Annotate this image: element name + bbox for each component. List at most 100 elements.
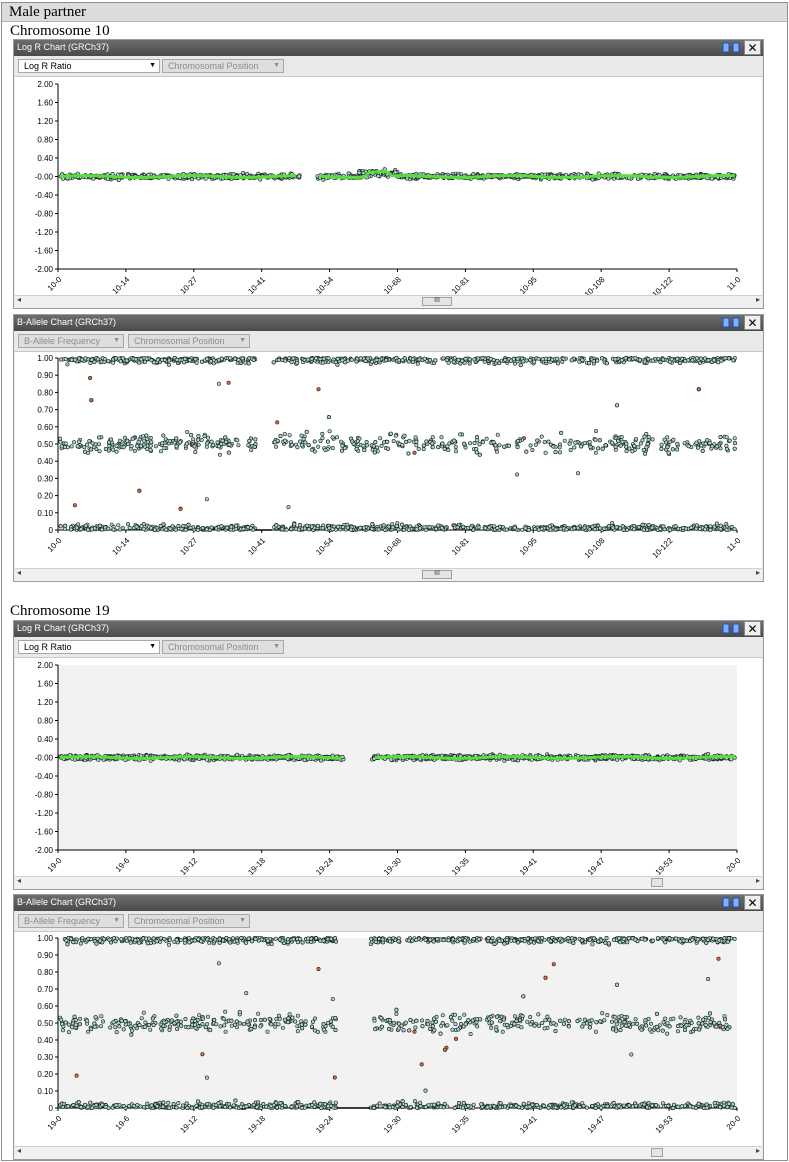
data-point <box>630 449 635 454</box>
scroll-thumb[interactable]: III <box>422 570 452 579</box>
data-point <box>304 429 309 434</box>
data-point <box>309 356 314 361</box>
horizontal-scrollbar[interactable]: ◂ III ▸ <box>15 568 762 581</box>
data-point <box>72 503 77 508</box>
data-point <box>145 447 150 452</box>
data-point <box>97 449 102 454</box>
data-point <box>597 438 602 443</box>
scroll-left-icon[interactable]: ◂ <box>17 568 22 577</box>
split-view-icon[interactable] <box>722 897 740 908</box>
position-select[interactable]: Chromosomal Position ▼ <box>162 640 284 654</box>
data-point <box>532 359 537 364</box>
data-point <box>659 446 664 451</box>
data-point <box>732 441 737 446</box>
scroll-thumb[interactable] <box>651 878 663 887</box>
data-point <box>644 431 649 436</box>
close-button[interactable]: ✕ <box>744 40 761 55</box>
value-select[interactable]: B-Allele Frequency ▼ <box>18 914 124 928</box>
data-point <box>433 358 438 363</box>
x-tick-label: 10-81 <box>450 275 471 295</box>
data-point <box>467 361 472 366</box>
chevron-down-icon: ▼ <box>113 337 120 344</box>
data-point <box>348 527 353 532</box>
value-select[interactable]: B-Allele Frequency ▼ <box>18 334 124 348</box>
data-point <box>428 358 433 363</box>
data-point <box>433 526 438 531</box>
data-point <box>323 448 328 453</box>
data-point <box>406 451 411 456</box>
scroll-right-icon[interactable]: ▸ <box>755 876 760 885</box>
data-point <box>330 527 335 532</box>
data-point <box>145 440 150 445</box>
data-point <box>555 361 560 366</box>
close-button[interactable]: ✕ <box>744 621 761 636</box>
data-point <box>719 358 724 363</box>
data-point <box>694 440 699 445</box>
chromosome-19-label: Chromosome 19 <box>10 603 110 619</box>
data-point <box>241 526 246 531</box>
data-point <box>536 356 541 361</box>
data-point <box>621 527 626 532</box>
split-view-icon[interactable] <box>722 42 740 53</box>
data-point <box>118 359 123 364</box>
chr10-baf-plot[interactable]: 1.00 0.90 0.80 0.70 0.60 0.50 0.40 0.30 0.20 0.10… <box>15 352 762 568</box>
panel-title: B-Allele Chart (GRCh37) <box>17 317 117 327</box>
x-tick-label: 19-53 <box>654 856 675 876</box>
scroll-left-icon[interactable]: ◂ <box>17 295 22 304</box>
data-point <box>491 440 496 445</box>
data-point <box>495 526 500 531</box>
scroll-left-icon[interactable]: ◂ <box>17 876 22 885</box>
scroll-thumb[interactable]: III <box>422 297 452 306</box>
scroll-right-icon[interactable]: ▸ <box>755 295 760 304</box>
data-point <box>93 442 98 447</box>
close-button[interactable]: ✕ <box>744 895 761 910</box>
data-point <box>650 525 655 530</box>
close-button[interactable]: ✕ <box>744 315 761 330</box>
data-point <box>658 360 663 365</box>
data-point <box>361 171 366 176</box>
data-point <box>436 445 441 450</box>
split-view-icon[interactable] <box>722 623 740 634</box>
value-select[interactable]: Log R Ratio ▼ <box>18 59 160 73</box>
data-point <box>400 443 405 448</box>
data-point <box>164 527 169 532</box>
horizontal-scrollbar[interactable]: ◂ ▸ <box>15 876 762 889</box>
data-point <box>200 526 205 531</box>
heading-bar: Male partner <box>2 3 787 22</box>
data-point <box>515 439 520 444</box>
position-select[interactable]: Chromosomal Position ▼ <box>162 59 284 73</box>
chr19-baf-plot[interactable]: 1.00 0.90 0.80 0.70 0.60 0.50 0.40 0.30 0.20 0.10… <box>15 932 762 1146</box>
data-point <box>389 757 394 762</box>
data-point <box>453 449 458 454</box>
data-point <box>423 527 428 532</box>
horizontal-scrollbar[interactable]: ◂ III ▸ <box>15 295 762 308</box>
chr19-logr-panel: Log R Chart (GRCh37) ✕ Log R Ratio ▼ Chro… <box>13 620 764 890</box>
position-select[interactable]: Chromosomal Position ▼ <box>128 334 250 348</box>
y-tick-label: 0.80 <box>37 388 53 397</box>
scroll-right-icon[interactable]: ▸ <box>755 568 760 577</box>
data-point <box>144 356 149 361</box>
split-view-icon[interactable] <box>722 317 740 328</box>
data-point <box>283 358 288 363</box>
data-point <box>216 381 221 386</box>
data-point <box>234 523 239 528</box>
data-point <box>282 438 287 443</box>
data-point <box>444 358 449 363</box>
data-point <box>354 447 359 452</box>
data-point <box>390 525 395 530</box>
x-tick-label: 19-6 <box>114 1114 132 1132</box>
data-point <box>138 443 143 448</box>
data-point <box>373 440 378 445</box>
data-point <box>335 524 340 529</box>
data-point <box>441 356 446 361</box>
chr10-logr-plot[interactable]: 2.00 1.60 1.20 0.80 0.40 -0.00 -0.40 -0.80 -1.20… <box>15 77 762 295</box>
data-point <box>642 359 647 364</box>
value-select-label: Log R Ratio <box>24 642 72 652</box>
y-tick-label: 0.70 <box>37 406 53 415</box>
chr19-logr-plot[interactable]: 2.00 1.60 1.20 0.80 0.40 -0.00 -0.40 -0.80 -1.20… <box>15 658 762 876</box>
data-point <box>620 757 625 762</box>
position-select[interactable]: Chromosomal Position ▼ <box>128 914 250 928</box>
x-tick-label: 19-24 <box>314 1114 335 1135</box>
value-select[interactable]: Log R Ratio ▼ <box>18 640 160 654</box>
y-tick-label: 1.00 <box>37 354 53 363</box>
